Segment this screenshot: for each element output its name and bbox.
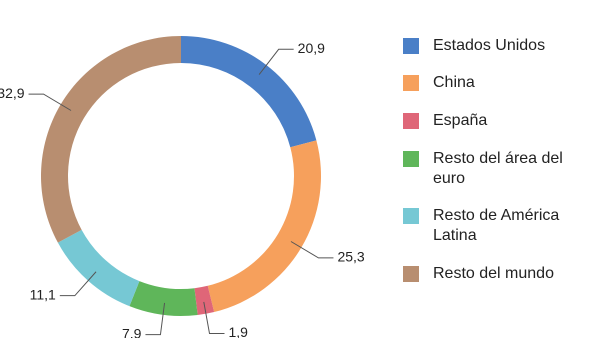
legend-item: Resto de América Latina (403, 206, 583, 246)
legend-swatch (403, 266, 419, 282)
leader-line (59, 271, 97, 297)
leader-line (145, 302, 166, 336)
legend-label: China (433, 74, 475, 91)
chart: 20,9 25,3 1,9 7.9 11,1 32,9 (0, 36, 365, 338)
donut-segment (40, 36, 182, 243)
donut-segment (57, 229, 140, 307)
legend-label: Estados Unidos (433, 37, 546, 54)
donut-segment (207, 140, 322, 313)
data-label: 1,9 (228, 324, 248, 338)
data-label: 11,1 (30, 286, 56, 302)
legend-item: Resto del área del euro (403, 149, 583, 189)
legend-label: España (433, 112, 488, 129)
data-label: 32,9 (0, 85, 25, 101)
legend-item: Estados Unidos (403, 36, 583, 56)
legend-label: Resto del área del euro (433, 150, 563, 187)
donut-segment (181, 36, 317, 148)
data-label: 7.9 (122, 325, 142, 338)
donut-segment (194, 285, 215, 316)
leader-line (290, 241, 334, 259)
leader-line (258, 48, 294, 75)
legend-swatch (403, 151, 419, 167)
legend-item: China (403, 73, 583, 93)
legend-label: Resto del mundo (433, 265, 554, 282)
data-label: 25,3 (337, 249, 364, 265)
legend-swatch (403, 113, 419, 129)
leader-line (203, 301, 225, 334)
legend-item: Resto del mundo (403, 264, 583, 284)
donut-segment (129, 281, 198, 316)
legend-label: Resto de América Latina (433, 207, 560, 244)
legend-item: España (403, 111, 583, 131)
legend-swatch (403, 75, 419, 91)
legend-swatch (403, 208, 419, 224)
leader-line (28, 93, 72, 111)
data-label: 20,9 (298, 40, 325, 56)
legend-swatch (403, 38, 419, 54)
